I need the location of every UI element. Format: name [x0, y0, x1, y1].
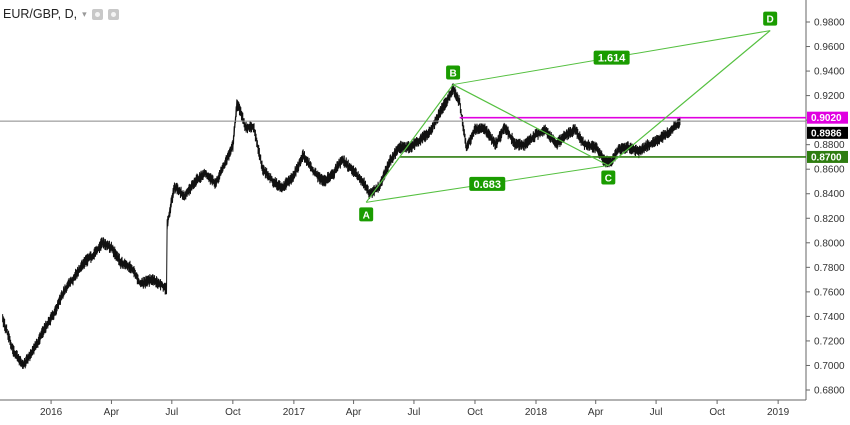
price-tick-label: 0.7600	[814, 287, 845, 298]
pattern-leg	[452, 84, 609, 167]
price-tick-label: 0.8800	[814, 140, 845, 151]
ratio-badge	[469, 176, 506, 191]
time-tick-label: Oct	[467, 407, 483, 418]
pattern-point-badge[interactable]	[601, 170, 616, 185]
price-tick-label: 0.9600	[814, 42, 845, 53]
price-tick-label: 0.8400	[814, 189, 845, 200]
time-tick-label: Jul	[165, 407, 178, 418]
eurgbp-price-series	[2, 83, 681, 369]
price-tick-label: 0.7200	[814, 336, 845, 347]
price-tick-label: 0.8000	[814, 238, 845, 249]
pattern-point-badge[interactable]	[359, 207, 374, 222]
visibility-toggle-icon[interactable]	[91, 8, 103, 20]
last-price-badge	[807, 126, 848, 139]
symbol-header[interactable]: EUR/GBP, D, ▾	[3, 5, 119, 23]
time-tick-label: Jul	[650, 407, 663, 418]
price-tick-label: 0.7000	[814, 361, 845, 372]
time-tick-label: 2016	[40, 407, 63, 418]
price-level-label: 0.8700	[811, 152, 842, 163]
symbol-title: EUR/GBP, D,	[3, 7, 78, 21]
price-tick-label: 0.7800	[814, 263, 845, 274]
time-tick-label: 2019	[767, 407, 790, 418]
chevron-down-icon[interactable]: ▾	[82, 8, 87, 19]
pattern-point-badge[interactable]	[446, 65, 461, 80]
settings-gear-icon[interactable]	[107, 8, 119, 20]
time-tick-label: Oct	[225, 407, 241, 418]
price-level-badge	[807, 150, 848, 163]
price-level-badge	[807, 111, 848, 124]
pattern-point-label: A	[363, 210, 370, 221]
time-tick-label: Jul	[408, 407, 421, 418]
time-tick-label: Apr	[588, 407, 604, 418]
pattern-point-label: B	[449, 69, 456, 80]
price-tick-label: 0.9400	[814, 67, 845, 78]
price-tick-label: 0.8600	[814, 165, 845, 176]
pattern-point-label: D	[767, 15, 774, 26]
price-level-label: 0.9020	[811, 113, 842, 124]
price-tick-label: 0.9200	[814, 91, 845, 102]
time-tick-label: Oct	[709, 407, 725, 418]
time-tick-label: 2018	[525, 407, 548, 418]
time-tick-label: Apr	[346, 407, 362, 418]
time-tick-label: 2017	[283, 407, 306, 418]
pattern-point-badge[interactable]	[763, 11, 778, 26]
pattern-leg	[607, 30, 771, 166]
price-tick-label: 0.7400	[814, 312, 845, 323]
price-tick-label: 0.6800	[814, 386, 845, 397]
pattern-leg	[365, 84, 454, 203]
last-price-label: 0.8986	[811, 128, 842, 139]
ratio-label: 1.614	[598, 53, 626, 65]
pattern-point-label: C	[605, 174, 612, 185]
price-tick-label: 0.9800	[814, 18, 845, 29]
price-tick-label: 0.8200	[814, 214, 845, 225]
ratio-label: 0.683	[473, 179, 501, 191]
time-tick-label: Apr	[104, 407, 120, 418]
ratio-badge	[593, 50, 630, 65]
